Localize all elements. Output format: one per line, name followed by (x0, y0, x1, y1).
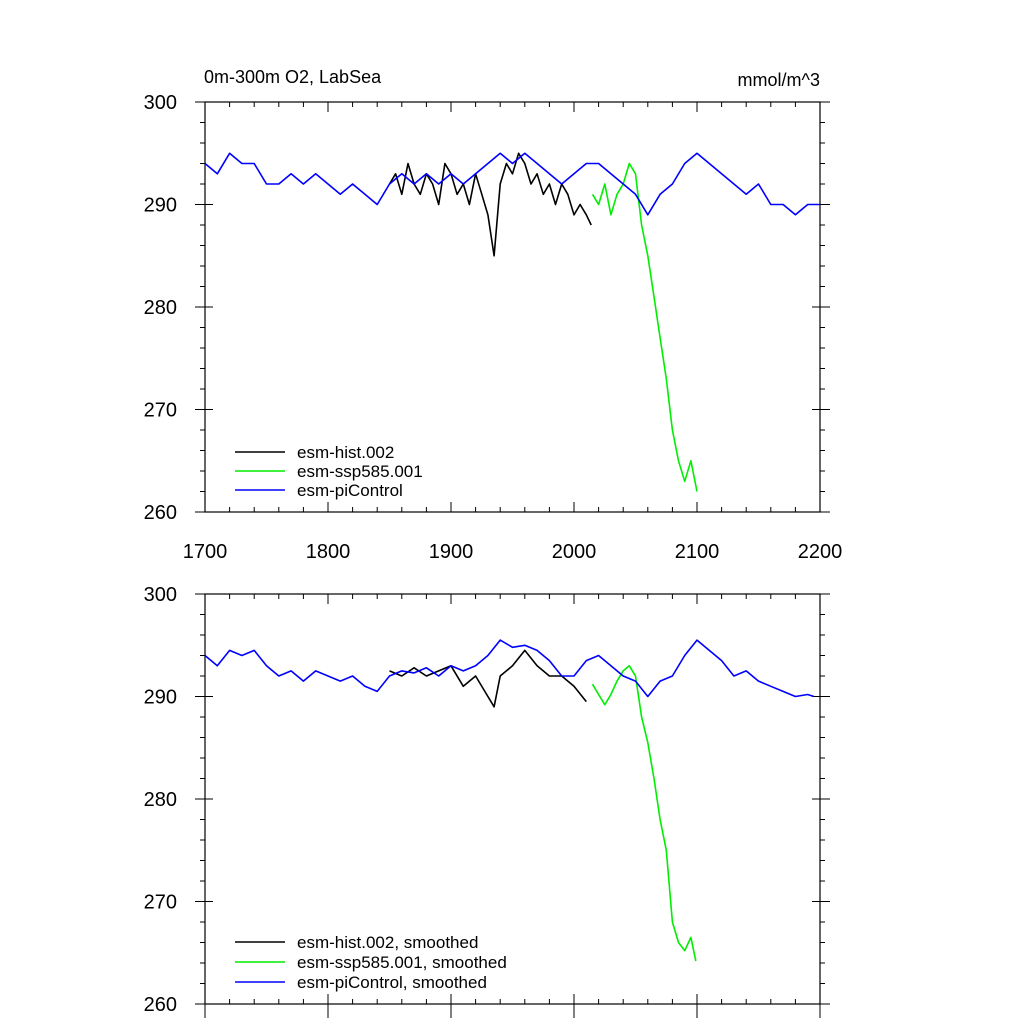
legend-label: esm-piControl, smoothed (297, 973, 487, 992)
chart-title: 0m-300m O2, LabSea (204, 67, 382, 87)
y-tick-label: 260 (144, 994, 177, 1016)
legend-label: esm-hist.002, smoothed (297, 933, 478, 952)
x-tick-label: 2200 (798, 541, 843, 563)
units-label: mmol/m^3 (738, 70, 820, 90)
series-line (388, 152, 592, 257)
y-tick-label: 280 (144, 789, 177, 811)
axis-ticks: 260 270 280 290 300 (144, 584, 830, 1018)
legend-label: esm-hist.002 (297, 443, 394, 462)
y-tick-label: 300 (144, 92, 177, 114)
legend-label: esm-piControl (297, 481, 403, 500)
x-tick-label: 1700 (183, 541, 228, 563)
x-tick-label: 1900 (429, 541, 474, 563)
series-line (591, 162, 698, 492)
y-tick-label: 300 (144, 584, 177, 606)
legend-label: esm-ssp585.001 (297, 462, 423, 481)
y-tick-label: 280 (144, 297, 177, 319)
series-line (204, 152, 820, 216)
y-tick-label: 290 (144, 195, 177, 217)
y-tick-label: 290 (144, 687, 177, 709)
top-panel: 0m-300m O2, LabSea mmol/m^3 260 270 280 290… (144, 67, 843, 563)
series-line (591, 664, 697, 962)
x-tick-label: 2100 (675, 541, 720, 563)
axis-ticks: 260 270 280 290 300 1700 1800 1900 2000 2100 2200 (144, 92, 843, 563)
series-lines (204, 639, 815, 962)
series-lines (204, 152, 820, 492)
x-tick-label: 1800 (306, 541, 351, 563)
y-tick-label: 270 (144, 400, 177, 422)
x-tick-label: 2000 (552, 541, 597, 563)
series-line (389, 649, 587, 708)
y-tick-label: 270 (144, 892, 177, 914)
y-tick-label: 260 (144, 502, 177, 524)
series-line (204, 639, 815, 698)
legend-label: esm-ssp585.001, smoothed (297, 953, 507, 972)
